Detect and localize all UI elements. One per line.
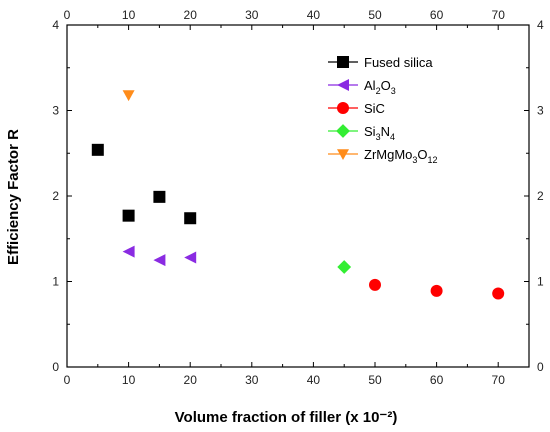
y-tick-label-left: 0 — [52, 360, 59, 374]
legend-label-part: Si — [364, 124, 376, 139]
legend-marker — [337, 102, 349, 114]
y-tick-label-right: 3 — [537, 104, 544, 118]
data-point — [122, 209, 135, 222]
x-tick-label-top: 10 — [122, 8, 136, 22]
legend-marker — [337, 149, 349, 160]
x-tick-label-top: 70 — [492, 8, 506, 22]
data-marks — [91, 90, 505, 300]
y-tick-label-left: 1 — [52, 275, 59, 289]
x-tick-label-bottom: 10 — [122, 373, 136, 387]
data-point — [153, 190, 166, 203]
x-tick-label-bottom: 50 — [368, 373, 382, 387]
legend-label-part: 2 — [376, 86, 381, 96]
x-tick-label-bottom: 60 — [430, 373, 444, 387]
y-tick-label-right: 0 — [537, 360, 544, 374]
legend-label-part: 4 — [390, 132, 395, 142]
data-point — [91, 143, 104, 156]
legend-label-part: O — [381, 78, 391, 93]
data-point — [369, 278, 381, 291]
legend-label-part: 3 — [376, 132, 381, 142]
legend-label-part: Al — [364, 78, 376, 93]
x-tick-label-bottom: 0 — [64, 373, 71, 387]
x-tick-label-top: 20 — [184, 8, 198, 22]
x-axis-title: Volume fraction of filler (x 10⁻²) — [175, 409, 398, 426]
legend-label-part: O — [417, 147, 427, 162]
legend-marker — [337, 56, 349, 68]
legend-label: SiC — [364, 101, 385, 116]
legend-label-part: 12 — [428, 155, 438, 165]
x-tick-label-bottom: 40 — [307, 373, 321, 387]
y-tick-label-left: 2 — [52, 189, 59, 203]
data-point — [122, 90, 135, 102]
x-tick-label-top: 60 — [430, 8, 444, 22]
legend-label-part: SiC — [364, 101, 385, 116]
data-point — [153, 254, 166, 267]
legend-label-part: ZrMgMo — [364, 147, 412, 162]
legend-label: Fused silica — [364, 55, 433, 70]
legend-label: Si3N4 — [364, 124, 395, 142]
y-tick-label-left: 4 — [52, 18, 59, 32]
data-point — [184, 212, 197, 225]
y-tick-label-right: 2 — [537, 189, 544, 203]
y-axis-title: Efficiency Factor R — [5, 129, 22, 265]
x-tick-label-top: 40 — [307, 8, 321, 22]
data-point — [337, 260, 352, 274]
data-point — [492, 287, 505, 300]
x-tick-label-bottom: 70 — [492, 373, 506, 387]
x-tick-label-bottom: 20 — [184, 373, 198, 387]
plot-frame — [66, 24, 530, 368]
legend-label-part: N — [381, 124, 390, 139]
legend-label-part: 3 — [391, 86, 396, 96]
data-point — [122, 245, 135, 258]
legend-label-part: Fused silica — [364, 55, 433, 70]
x-tick-label-top: 0 — [64, 8, 71, 22]
x-tick-label-bottom: 30 — [245, 373, 259, 387]
legend-label: Al2O3 — [364, 78, 396, 96]
data-point — [184, 251, 197, 264]
data-point — [430, 284, 443, 297]
y-tick-label-right: 4 — [537, 18, 544, 32]
x-tick-label-top: 50 — [368, 8, 382, 22]
y-tick-label-right: 1 — [537, 275, 544, 289]
legend-marker — [337, 79, 349, 91]
y-tick-label-left: 3 — [52, 104, 59, 118]
legend-label: ZrMgMo3O12 — [364, 147, 438, 165]
legend-marker — [336, 124, 350, 138]
x-tick-label-top: 30 — [245, 8, 259, 22]
legend-label-part: 3 — [412, 155, 417, 165]
